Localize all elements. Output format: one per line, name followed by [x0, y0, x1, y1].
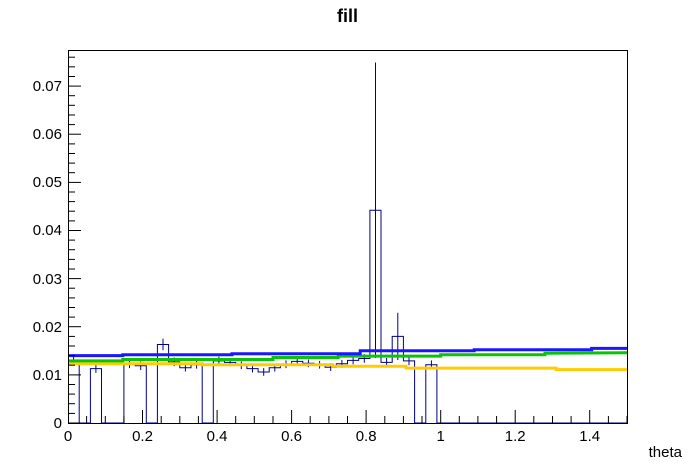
y-tick-label: 0.01	[32, 366, 62, 384]
x-axis-title: theta	[648, 444, 682, 461]
blue-curve	[68, 346, 627, 358]
plot-area	[68, 50, 628, 424]
green-curve	[68, 351, 628, 363]
x-tick-label: 0	[63, 428, 73, 445]
y-tick-label: 0.04	[32, 222, 62, 240]
chart-title: fill	[337, 6, 358, 26]
y-tick-label: 0.02	[32, 318, 62, 336]
x-tick-label: 1	[436, 428, 445, 445]
y-tick-label: 0.05	[32, 174, 62, 192]
frame-border	[68, 50, 628, 424]
y-tick-label: 0	[53, 415, 62, 432]
yellow-curve	[68, 362, 627, 372]
x-tick-label: 0.6	[281, 428, 303, 445]
x-tick-label: 0.4	[206, 428, 228, 445]
x-tick-label: 1.2	[504, 428, 526, 445]
y-tick-label: 0.06	[32, 126, 62, 144]
x-tick-label: 0.2	[132, 428, 153, 445]
histogram-outline	[68, 209, 627, 424]
x-tick-label: 1.4	[579, 428, 601, 445]
y-tick-label: 0.03	[32, 270, 62, 288]
x-tick-label: 0.8	[355, 428, 377, 445]
y-tick-label: 0.07	[32, 78, 62, 96]
